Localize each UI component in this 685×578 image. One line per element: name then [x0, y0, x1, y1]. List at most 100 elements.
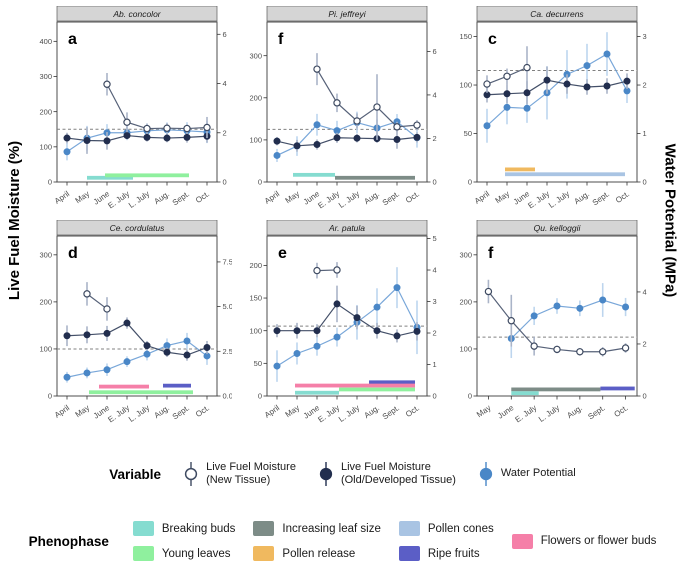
- svg-text:E. July: E. July: [316, 189, 341, 210]
- phenophase-legend-column: Increasing leaf size Pollen release: [253, 521, 381, 562]
- variable-legend-item-lfm-new: Live Fuel Moisture (New Tissue): [183, 459, 296, 489]
- panel-ce-cordulatus: Ce. cordulatus 0 100 200 300 0.0 2.5 5.0 7.5 Apri…: [27, 219, 233, 434]
- variable-legend-item-lfm-old: Live Fuel Moisture (Old/Developed Tissue): [318, 459, 456, 489]
- svg-text:Sept.: Sept.: [171, 189, 191, 207]
- svg-text:Aug.: Aug.: [572, 189, 591, 206]
- svg-text:April: April: [263, 189, 281, 206]
- svg-text:May: May: [494, 189, 512, 205]
- panel-svg-b: Pi. jeffreyi 0 100 200 300 0 2 4 6 April May JuneE.…: [249, 5, 437, 210]
- svg-text:Aug.: Aug.: [152, 189, 171, 206]
- svg-text:0: 0: [468, 178, 472, 187]
- plot-area: [476, 21, 638, 183]
- svg-text:May: May: [284, 403, 302, 419]
- svg-text:Aug.: Aug.: [362, 189, 381, 206]
- svg-text:200: 200: [459, 297, 472, 306]
- svg-text:L. July: L. July: [127, 403, 151, 424]
- lfm-new-marker-icon: [184, 462, 198, 486]
- water-potential-marker-icon: [479, 462, 493, 486]
- lfm-new-series: [83, 282, 111, 321]
- svg-text:5: 5: [433, 234, 437, 243]
- right-axis: 0 1 2 3: [637, 32, 647, 187]
- left-axis: 0 100 200 300 400: [39, 37, 57, 187]
- panel-letter: d: [68, 245, 78, 262]
- panel-qu-kelloggii: Qu. kelloggii 0 100 200 300 0 2 4 May June E. July…: [447, 219, 652, 434]
- svg-text:400: 400: [39, 37, 52, 46]
- svg-text:Oct.: Oct.: [194, 189, 211, 205]
- panel-title-strip: Ca. decurrens: [476, 5, 638, 22]
- phenophase-bars: [89, 383, 193, 395]
- lfm-old-series: [273, 285, 421, 343]
- panel-ca-decurrens: Ca. decurrens 0 50 100 150 0 1 2 3 April May June E.…: [447, 5, 652, 220]
- svg-text:2.5: 2.5: [223, 347, 233, 356]
- panel-svg-d: Ce. cordulatus 0 100 200 300 0.0 2.5 5.0 7.5 Apri…: [39, 219, 233, 424]
- svg-text:0: 0: [643, 178, 647, 187]
- phenophase-legend-column: Flowers or flower buds: [511, 533, 657, 549]
- svg-text:4: 4: [223, 79, 227, 88]
- svg-text:Ca. decurrens: Ca. decurrens: [530, 9, 584, 19]
- svg-text:200: 200: [39, 297, 52, 306]
- panel-title-strip: Ab. concolor: [56, 5, 218, 22]
- svg-text:May: May: [284, 189, 302, 205]
- svg-text:Ab. concolor: Ab. concolor: [112, 9, 161, 19]
- svg-text:100: 100: [459, 345, 472, 354]
- water-potential-series: [63, 332, 211, 383]
- phenophase-legend-column: Breaking buds Young leaves: [132, 521, 235, 562]
- svg-text:0: 0: [223, 178, 227, 187]
- phenophase-item-label: Ripe fruits: [427, 547, 480, 560]
- svg-text:2: 2: [433, 329, 437, 338]
- lfm-new-series: [483, 46, 531, 93]
- svg-text:E. July: E. July: [316, 403, 341, 424]
- svg-text:May: May: [475, 403, 493, 419]
- lfm-old-series: [483, 66, 631, 105]
- lfm-old-series: [63, 127, 211, 154]
- svg-text:E. July: E. July: [106, 189, 131, 210]
- panel-title-strip: Qu. kelloggii: [476, 219, 638, 236]
- right-axis: 0 2 4 6: [427, 47, 437, 187]
- phenophase-swatch-icon: [511, 533, 533, 549]
- variable-legend: Variable Live Fuel Moisture (New Tissue) L…: [0, 444, 685, 504]
- panel-letter: f: [488, 245, 494, 262]
- variable-legend-title: Variable: [109, 466, 162, 482]
- svg-text:April: April: [53, 403, 71, 420]
- svg-text:0.0: 0.0: [223, 392, 233, 401]
- phenophase-legend-column: Pollen cones Ripe fruits: [398, 521, 494, 562]
- svg-text:100: 100: [249, 135, 262, 144]
- svg-text:3: 3: [433, 297, 437, 306]
- phenophase-bars: [511, 386, 635, 396]
- right-axis: 0 2 4: [637, 288, 647, 401]
- lfm-old-series: [63, 317, 211, 361]
- lfm-new-series: [103, 72, 211, 139]
- svg-text:Aug.: Aug.: [362, 403, 381, 420]
- phenophase-legend-item: Flowers or flower buds: [511, 533, 657, 549]
- svg-text:May: May: [74, 403, 92, 419]
- svg-text:1: 1: [643, 129, 647, 138]
- svg-text:2: 2: [643, 340, 647, 349]
- phenophase-legend-title: Phenophase: [28, 533, 109, 549]
- plot-area: [266, 21, 428, 183]
- svg-text:5.0: 5.0: [223, 302, 233, 311]
- panel-title-strip: Pi. jeffreyi: [266, 5, 428, 22]
- svg-text:Pi. jeffreyi: Pi. jeffreyi: [328, 9, 366, 19]
- svg-text:200: 200: [39, 107, 52, 116]
- left-axis: 0 50 100 150: [459, 32, 477, 187]
- svg-text:3: 3: [643, 32, 647, 41]
- svg-text:0: 0: [468, 392, 472, 401]
- left-axis: 0 100 200 300: [249, 51, 267, 187]
- right-axis: 0 1 2 3 4 5: [427, 234, 437, 401]
- svg-text:Sept.: Sept.: [591, 189, 611, 207]
- svg-text:Sept.: Sept.: [381, 189, 401, 207]
- panel-title-strip: Ce. cordulatus: [56, 219, 218, 236]
- right-axis: 0 2 4 6: [217, 30, 227, 187]
- svg-text:Qu. kelloggii: Qu. kelloggii: [534, 223, 582, 233]
- lfm-old-marker-icon: [319, 462, 333, 486]
- svg-text:Sept.: Sept.: [171, 403, 191, 421]
- svg-text:50: 50: [464, 129, 472, 138]
- phenophase-legend-item: Pollen release: [253, 546, 380, 562]
- phenophase-item-label: Flowers or flower buds: [540, 535, 657, 547]
- panel-letter: a: [68, 31, 77, 48]
